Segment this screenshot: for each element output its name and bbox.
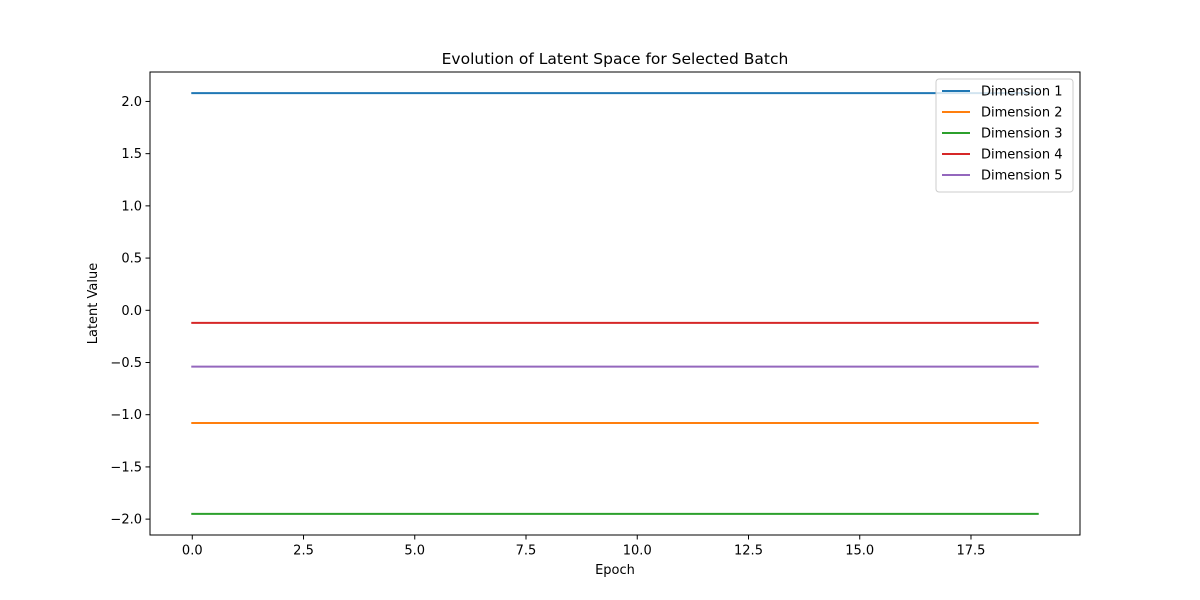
x-tick-label: 2.5: [293, 544, 314, 559]
x-axis-label: Epoch: [595, 563, 635, 578]
x-tick-label: 5.0: [404, 544, 425, 559]
legend-label-1: Dimension 1: [981, 85, 1063, 100]
y-tick-label: 0.0: [121, 304, 142, 319]
legend-label-4: Dimension 4: [981, 148, 1063, 163]
legend-label-5: Dimension 5: [981, 169, 1063, 184]
legend: Dimension 1 Dimension 2 Dimension 3 Dimensi…: [935, 78, 1074, 193]
legend-label-2: Dimension 2: [981, 106, 1063, 121]
y-tick-label: −0.5: [110, 356, 142, 371]
y-tick-label: 0.5: [121, 252, 142, 267]
x-tick-label: 12.5: [734, 544, 763, 559]
x-tick-label: 17.5: [957, 544, 986, 559]
plot-area: 0.0 2.5 5.0 7.5 10.0 12.5 15.0 17.5 2.0 1.5 1.0 0.5…: [110, 71, 1081, 559]
y-tick-label: −1.0: [110, 408, 142, 423]
y-tick-label: 1.5: [121, 147, 142, 162]
legend-box: [935, 78, 1074, 193]
y-tick-label: 2.0: [121, 95, 142, 110]
legend-label-3: Dimension 3: [981, 127, 1063, 142]
y-tick-label: −2.0: [110, 513, 142, 528]
plot-frame: [149, 71, 1081, 536]
y-tick-label: 1.0: [121, 199, 142, 214]
x-tick-label: 0.0: [182, 544, 203, 559]
y-axis-label: Latent Value: [86, 263, 101, 344]
x-tick-label: 15.0: [845, 544, 874, 559]
x-tick-label: 7.5: [516, 544, 537, 559]
y-tick-label: −1.5: [110, 460, 142, 475]
x-tick-label: 10.0: [623, 544, 652, 559]
chart-title: Evolution of Latent Space for Selected B…: [442, 50, 789, 68]
